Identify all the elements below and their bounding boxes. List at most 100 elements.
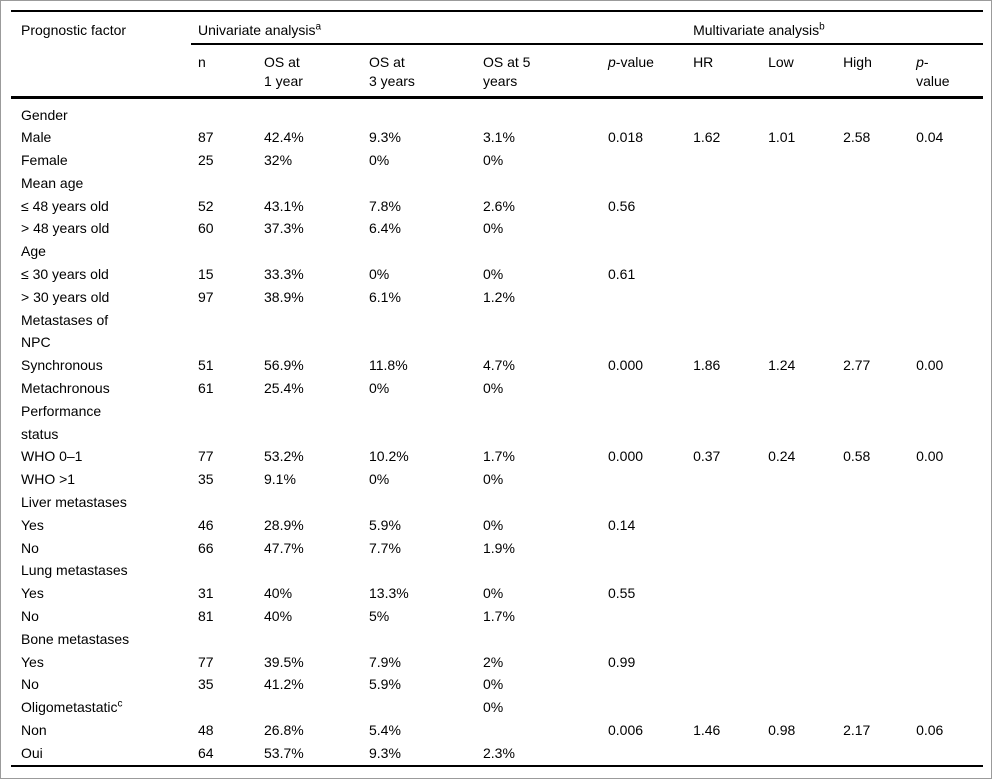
cell-hr (693, 582, 768, 605)
section-row: Age (11, 240, 983, 263)
cell-os-1-year: 43.1% (264, 197, 304, 214)
cell-p-value-univariate (608, 240, 693, 263)
cell-hr: 0.37 (693, 448, 721, 465)
cell-high (843, 673, 916, 696)
cell-hr (693, 696, 768, 719)
cell-os-5-years: 1.2% (483, 288, 515, 305)
cell-p-value-univariate (608, 149, 693, 172)
table-row: WHO >1 35 9.1% 0% 0% (11, 468, 983, 491)
cell-n (191, 559, 264, 582)
cell-os-5-years (483, 240, 608, 263)
col-header-os-5-years: OS at 5 years (483, 44, 608, 99)
cell-p-value-univariate (608, 696, 693, 719)
cell-hr (693, 628, 768, 651)
cell-high: 0.58 (843, 448, 871, 465)
cell-os-5-years: 0% (483, 699, 504, 716)
table-row: ≤ 48 years old 52 43.1% 7.8% 2.6% 0.56 (11, 195, 983, 218)
cell-low (768, 309, 843, 355)
cell-hr (693, 240, 768, 263)
cell-os-1-year: 26.8% (264, 722, 304, 739)
section-row: Oligometastaticc 0% (11, 696, 983, 719)
cell-hr (693, 651, 768, 674)
cell-hr (693, 537, 768, 560)
cell-high (843, 514, 916, 537)
cell-os-3-years (369, 628, 483, 651)
section-label-cell: Oligometastaticc (21, 698, 123, 716)
section-label-cell: Bone metastases (21, 630, 130, 647)
section-row: Lung metastases (11, 559, 983, 582)
cell-n: 35 (198, 471, 214, 488)
cell-high (843, 377, 916, 400)
table-body: Gender Male 87 42.4% 9.3% 3.1% 0.018 1.62 1.01 2.… (11, 97, 983, 766)
cell-os-5-years: 2.3% (483, 744, 515, 761)
cell-n (191, 172, 264, 195)
factor-label-cell: Yes (21, 653, 44, 670)
cell-n: 35 (198, 676, 214, 693)
cell-high (843, 286, 916, 309)
cell-high: 2.58 (843, 129, 871, 146)
cell-p-value-univariate (608, 605, 693, 628)
cell-hr (693, 514, 768, 537)
cell-low (768, 537, 843, 560)
cell-os-1-year: 39.5% (264, 653, 304, 670)
cell-p-value-multivariate: 0.00 (916, 357, 944, 374)
cell-os-5-years: 0% (483, 676, 504, 693)
factor-label-cell: Male (21, 129, 52, 146)
cell-hr (693, 377, 768, 400)
cell-low (768, 217, 843, 240)
cell-os-3-years: 9.3% (369, 744, 401, 761)
cell-os-3-years (369, 97, 483, 126)
section-label-cell: Gender (21, 106, 68, 123)
cell-low (768, 628, 843, 651)
col-header-p-value-multivariate: p-value (916, 44, 984, 99)
cell-os-5-years (483, 400, 608, 446)
cell-low (768, 263, 843, 286)
factor-label-cell: ≤ 30 years old (21, 266, 109, 283)
table-row: Synchronous 51 56.9% 11.8% 4.7% 0.000 1.86 1.24… (11, 354, 983, 377)
cell-os-3-years: 5.9% (369, 516, 401, 533)
cell-hr (693, 468, 768, 491)
cell-os-1-year: 53.2% (264, 448, 304, 465)
cell-n: 15 (198, 266, 214, 283)
factor-label-cell: ≤ 48 years old (21, 197, 109, 214)
cell-low (768, 97, 843, 126)
cell-p-value-multivariate (916, 97, 983, 126)
footnote-marker-c: c (117, 698, 123, 710)
cell-os-1-year: 40% (264, 585, 293, 602)
cell-os-1-year: 47.7% (264, 539, 304, 556)
univariate-analysis-header: Univariate analysisa (191, 11, 694, 45)
cell-os-3-years: 5% (369, 608, 390, 625)
cell-os-1-year (264, 628, 369, 651)
cell-p-value-multivariate (916, 696, 983, 719)
cell-p-value-univariate (608, 673, 693, 696)
cell-n: 51 (198, 357, 214, 374)
cell-os-5-years (483, 559, 608, 582)
cell-p-value-univariate (608, 559, 693, 582)
cell-hr (693, 400, 768, 446)
cell-p-value-multivariate: 0.06 (916, 722, 944, 739)
cell-os-3-years (369, 400, 483, 446)
cell-os-5-years: 1.9% (483, 539, 515, 556)
cell-p-value-multivariate (916, 400, 983, 446)
col-header-os-3-years: OS at 3 years (369, 44, 483, 99)
cell-high (843, 195, 916, 218)
cell-os-3-years: 6.1% (369, 288, 401, 305)
cell-n: 77 (198, 448, 214, 465)
cell-hr (693, 491, 768, 514)
footnote-marker-a: a (315, 21, 322, 33)
cell-os-5-years: 3.1% (483, 129, 515, 146)
section-row: Metastases of NPC (11, 309, 983, 355)
cell-high (843, 149, 916, 172)
cell-low (768, 468, 843, 491)
cell-high (843, 172, 916, 195)
cell-os-5-years: 0% (483, 152, 504, 169)
table-row: WHO 0–1 77 53.2% 10.2% 1.7% 0.000 0.37 0.24 0.58… (11, 445, 983, 468)
cell-n (191, 491, 264, 514)
cell-hr (693, 559, 768, 582)
cell-hr (693, 97, 768, 126)
cell-os-1-year: 53.7% (264, 744, 304, 761)
cell-high (843, 651, 916, 674)
cell-os-3-years: 0% (369, 266, 390, 283)
cell-high (843, 696, 916, 719)
col-header-p-value-univariate: p-value (608, 44, 694, 99)
